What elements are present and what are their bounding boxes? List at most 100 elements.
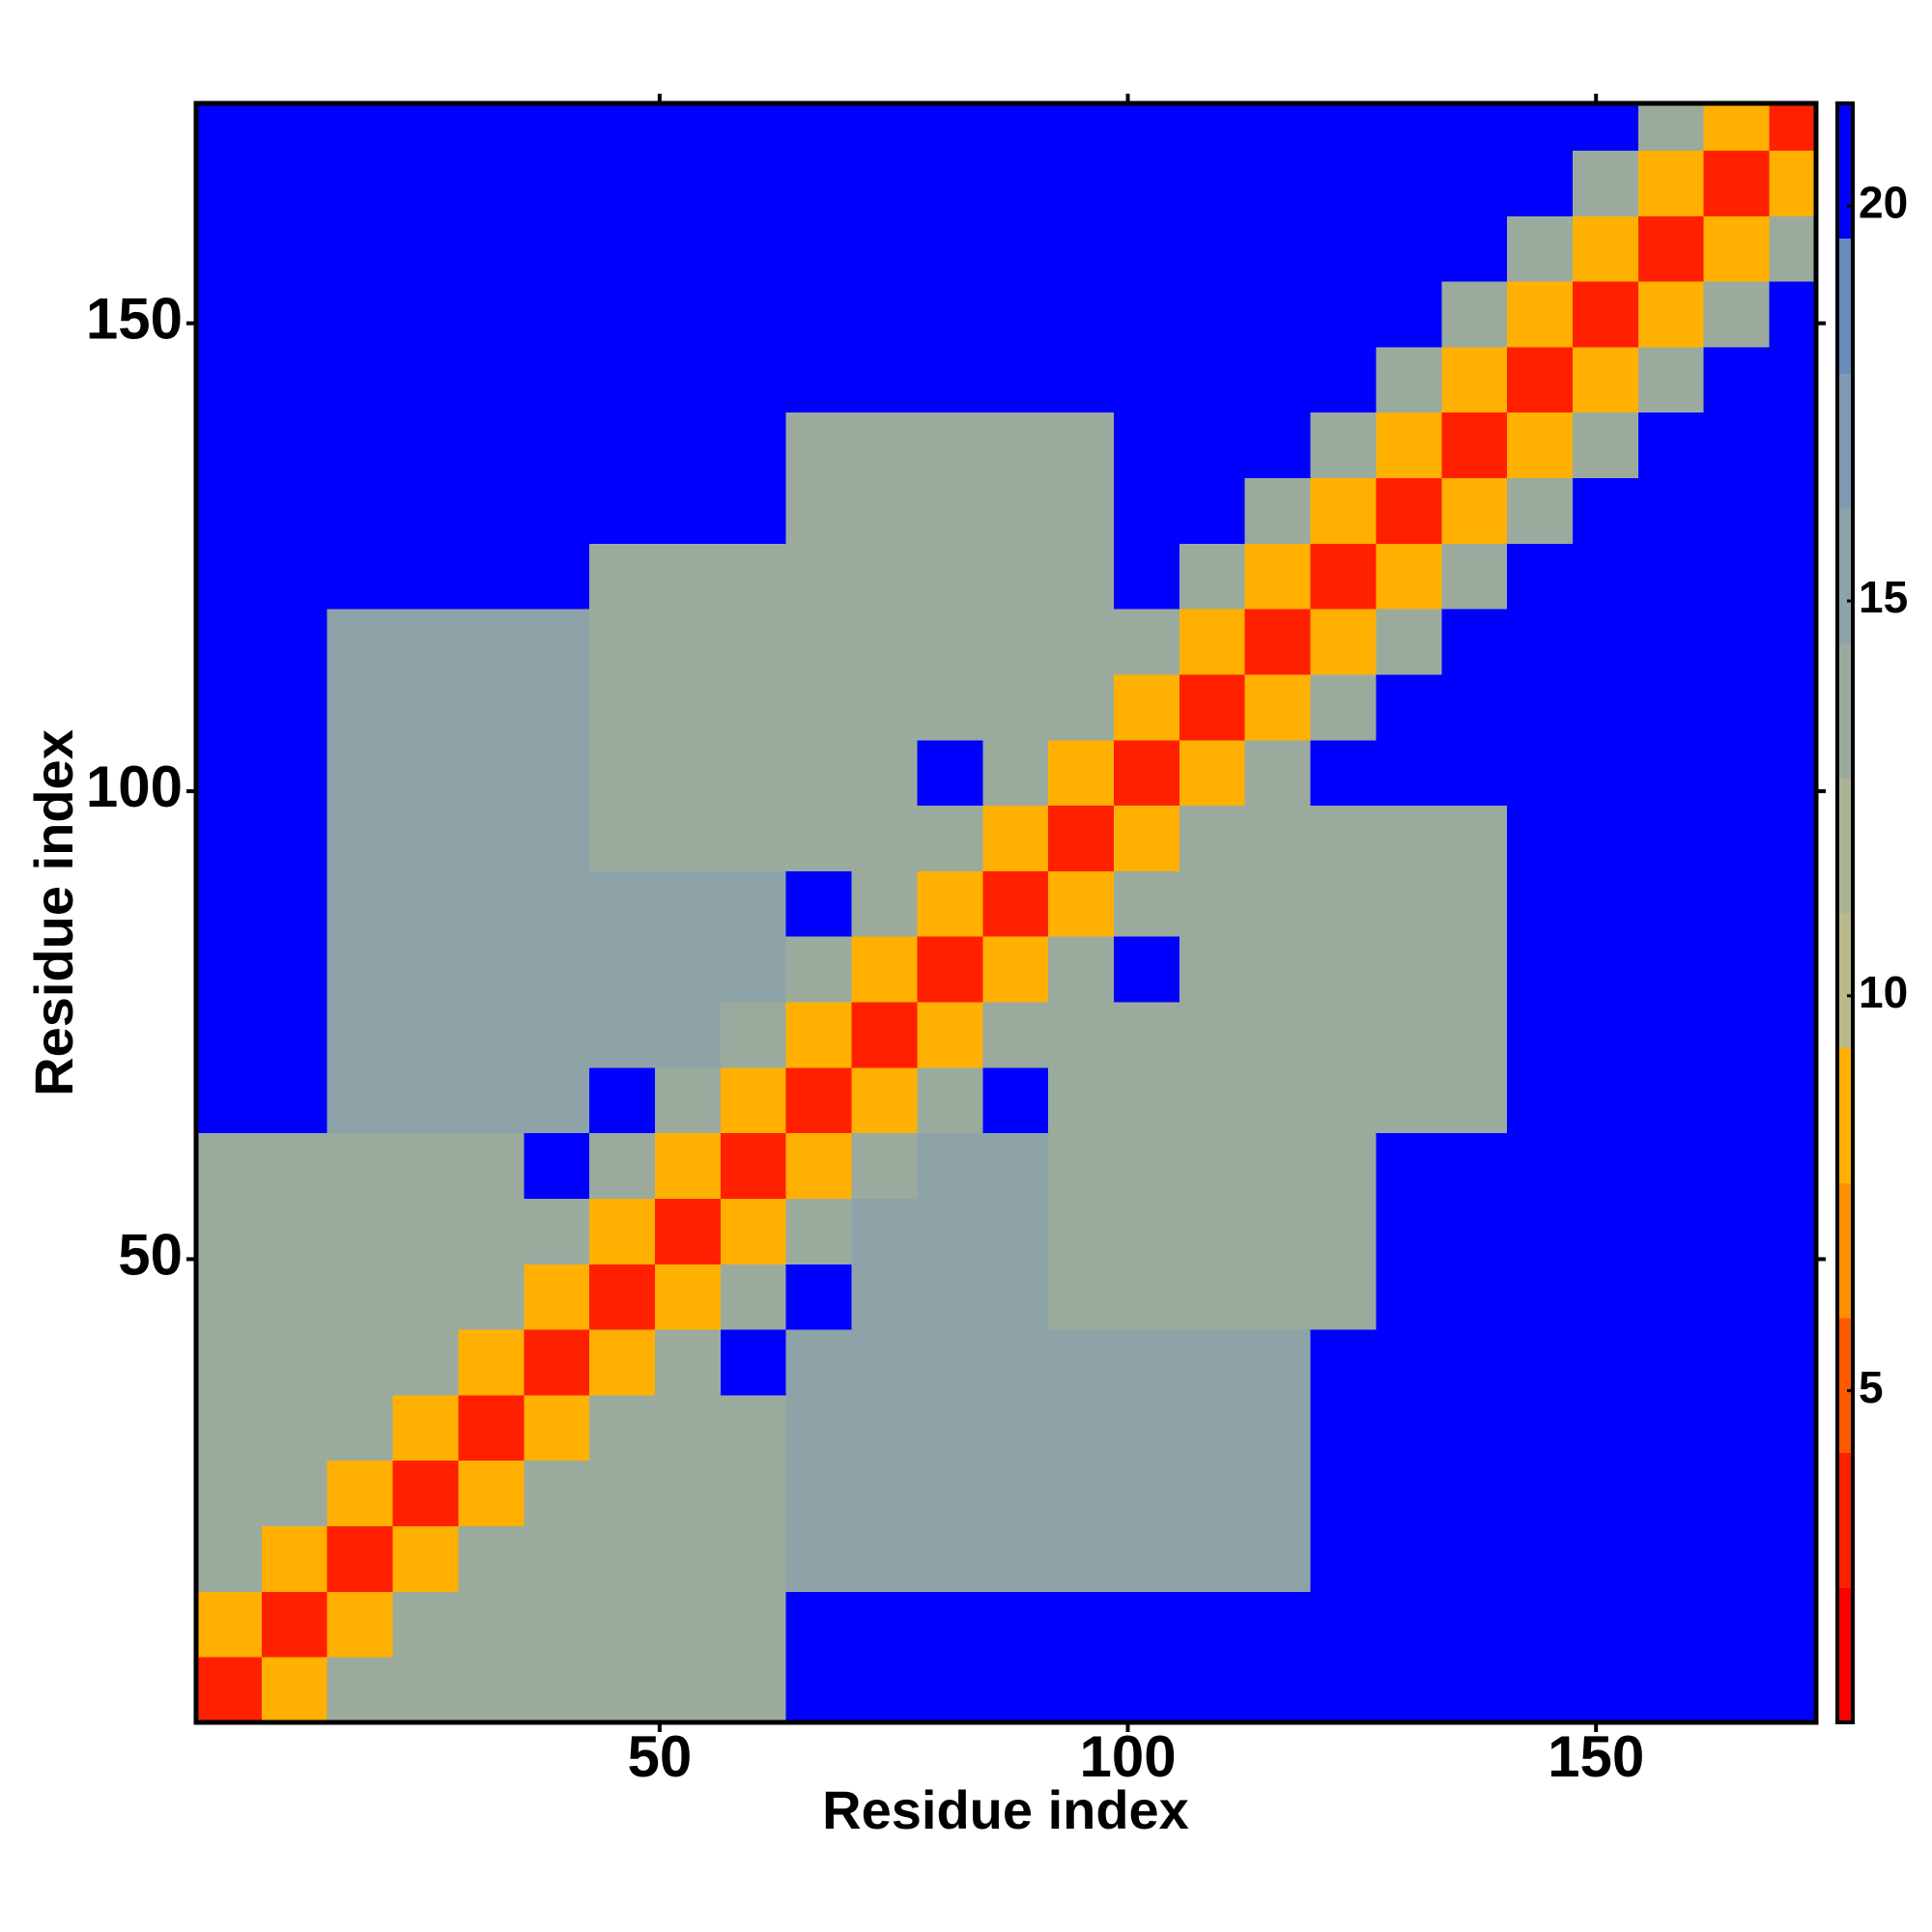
heatmap-cell xyxy=(982,1132,1049,1199)
heatmap-cell xyxy=(327,477,394,544)
heatmap-cell xyxy=(196,346,263,413)
heatmap-cell xyxy=(261,103,328,151)
heatmap-cell xyxy=(1703,1394,1771,1462)
heatmap-cell xyxy=(654,1591,722,1658)
heatmap-cell xyxy=(654,477,722,544)
heatmap-cell xyxy=(589,1264,656,1330)
heatmap-cell xyxy=(589,805,656,871)
heatmap-cell xyxy=(1441,1329,1508,1396)
heatmap-cell xyxy=(392,936,459,1003)
heatmap-cell xyxy=(1572,1460,1639,1527)
heatmap-cell xyxy=(1113,1460,1180,1527)
heatmap-cell xyxy=(1441,150,1508,216)
heatmap-cell xyxy=(1507,103,1574,151)
heatmap-cell xyxy=(1376,543,1442,610)
heatmap-cell xyxy=(261,739,328,807)
colorbar-segment xyxy=(1837,1182,1853,1319)
heatmap-cell xyxy=(917,739,983,807)
heatmap-cell xyxy=(1441,1394,1508,1462)
heatmap-cell xyxy=(261,1394,328,1462)
heatmap-cell xyxy=(196,103,263,151)
heatmap-cell xyxy=(196,1525,263,1592)
heatmap-cell xyxy=(1769,477,1817,544)
heatmap-cell xyxy=(261,609,328,675)
heatmap-cell xyxy=(261,281,328,348)
heatmap-cell xyxy=(1769,673,1817,741)
heatmap-cell xyxy=(851,1460,918,1527)
heatmap-cell xyxy=(196,936,263,1003)
colorbar-tick-label: 10 xyxy=(1859,967,1908,1017)
heatmap-cell xyxy=(589,1198,656,1264)
heatmap-cell xyxy=(589,1591,656,1658)
heatmap-cell xyxy=(589,1657,656,1723)
heatmap-cell xyxy=(1507,739,1574,807)
heatmap-cell xyxy=(458,150,525,216)
heatmap-cell xyxy=(982,281,1049,348)
heatmap-cell xyxy=(392,412,459,479)
colorbar-segment xyxy=(1837,1047,1853,1183)
y-tick-label: 50 xyxy=(118,1222,183,1287)
heatmap-cell xyxy=(1703,870,1771,937)
heatmap-cell xyxy=(1113,150,1180,216)
heatmap-cell xyxy=(1703,609,1771,675)
heatmap-cell xyxy=(1637,1394,1705,1462)
heatmap-cell xyxy=(392,1002,459,1068)
heatmap-cell xyxy=(720,1264,787,1330)
heatmap-cell xyxy=(720,1460,787,1527)
heatmap-cell xyxy=(1572,215,1639,282)
heatmap-cell xyxy=(524,1460,590,1527)
heatmap-cell xyxy=(1179,1002,1246,1068)
heatmap-cell xyxy=(1113,1264,1180,1330)
heatmap-cell xyxy=(524,1657,590,1723)
heatmap-cell xyxy=(720,1525,787,1592)
heatmap-cell xyxy=(1376,1525,1442,1592)
heatmap-cell xyxy=(1703,1329,1771,1396)
heatmap-cell xyxy=(917,1657,983,1723)
heatmap-cell xyxy=(524,673,590,741)
heatmap-cell xyxy=(1441,1066,1508,1134)
heatmap-cell xyxy=(851,1657,918,1723)
heatmap-cell xyxy=(1244,150,1312,216)
heatmap-cell xyxy=(1376,1066,1442,1134)
heatmap-cell xyxy=(1310,1066,1377,1134)
heatmap-cell xyxy=(524,805,590,871)
heatmap-cell xyxy=(196,150,263,216)
heatmap-cell xyxy=(589,1002,656,1068)
heatmap-cell xyxy=(654,281,722,348)
heatmap-cell xyxy=(720,1657,787,1723)
colorbar-segment xyxy=(1837,1587,1853,1723)
heatmap-cell xyxy=(1769,1066,1817,1134)
heatmap-cell xyxy=(1376,412,1442,479)
heatmap-cell xyxy=(720,103,787,151)
heatmap-cell xyxy=(851,103,918,151)
heatmap-cell xyxy=(458,281,525,348)
heatmap-cell xyxy=(392,1329,459,1396)
heatmap-cell xyxy=(1507,673,1574,741)
heatmap-cell xyxy=(1179,673,1246,741)
heatmap-cell xyxy=(1179,543,1246,610)
heatmap-cell xyxy=(458,1132,525,1199)
heatmap-cell xyxy=(1376,1394,1442,1462)
heatmap-cell xyxy=(458,477,525,544)
heatmap-cell xyxy=(1441,281,1508,348)
heatmap-cell xyxy=(1048,1460,1115,1527)
heatmap-cell xyxy=(1572,103,1639,151)
colorbar-segment xyxy=(1837,238,1853,374)
heatmap-cell xyxy=(851,1198,918,1264)
heatmap-cell xyxy=(1703,1460,1771,1527)
heatmap-cell xyxy=(524,1066,590,1134)
heatmap-cell xyxy=(1769,805,1817,871)
heatmap-cell xyxy=(917,805,983,871)
heatmap-cell xyxy=(1769,936,1817,1003)
heatmap-cell xyxy=(785,1394,853,1462)
heatmap-cell xyxy=(196,739,263,807)
heatmap-cell xyxy=(524,1329,590,1396)
heatmap-cell xyxy=(1572,1132,1639,1199)
heatmap-cell xyxy=(1572,281,1639,348)
heatmap-cell xyxy=(1048,1002,1115,1068)
heatmap-cell xyxy=(1179,805,1246,871)
heatmap-cell xyxy=(1310,346,1377,413)
heatmap-cell xyxy=(1113,1591,1180,1658)
heatmap-cell xyxy=(1507,1002,1574,1068)
heatmap-cell xyxy=(196,412,263,479)
